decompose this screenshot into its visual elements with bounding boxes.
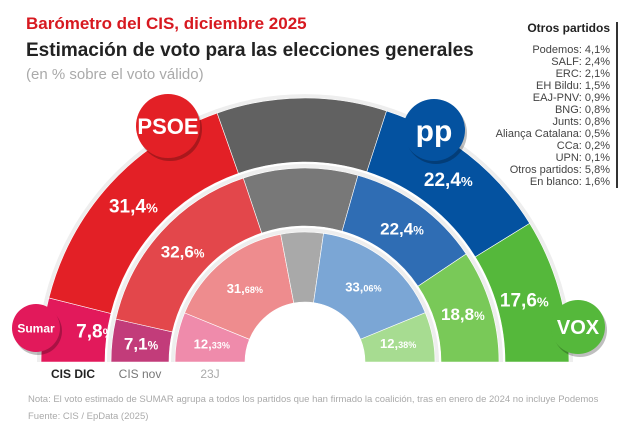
- segment-otros-0: [216, 97, 387, 174]
- unit-note: (en % sobre el voto válido): [26, 66, 204, 83]
- others-item: CCa: 0,2%: [556, 140, 610, 152]
- title: Barómetro del CIS, diciembre 2025: [26, 14, 307, 33]
- data-label: 7,1%: [124, 335, 159, 354]
- svg-text:Sumar: Sumar: [17, 321, 55, 335]
- data-label: 17,6%: [500, 290, 549, 311]
- svg-text:PSOE: PSOE: [137, 114, 198, 139]
- segment-vox-1: [417, 253, 500, 363]
- pp-logo: pp: [403, 99, 467, 164]
- others-item: BNG: 0,8%: [554, 104, 610, 116]
- others-item: EH Bildu: 1,5%: [536, 80, 610, 92]
- others-item: SALF: 2,4%: [551, 56, 610, 68]
- others-item: En blanco: 1,6%: [529, 176, 610, 188]
- data-label: 22,4%: [380, 219, 424, 238]
- svg-text:VOX: VOX: [557, 317, 600, 339]
- others-panel: Otros partidos Podemos: 4,1% SALF: 2,4% ER…: [496, 22, 618, 188]
- footer: Nota: El voto estimado de SUMAR agrupa a…: [28, 391, 598, 425]
- data-label: 12,38%: [380, 336, 416, 351]
- ring-label: CIS nov: [119, 367, 162, 381]
- vox-logo: VOX: [551, 300, 607, 357]
- others-item: Aliança Catalana: 0,5%: [495, 128, 610, 140]
- data-label: 12,33%: [194, 336, 230, 351]
- others-list: Podemos: 4,1% SALF: 2,4% ERC: 2,1% EH Bildu…: [496, 44, 610, 188]
- ring-label: 23J: [200, 367, 219, 381]
- psoe-logo: PSOE: [136, 94, 202, 161]
- others-item: EAJ-PNV: 0,9%: [532, 92, 610, 104]
- segment-vox-0: [474, 222, 570, 363]
- others-item: ERC: 2,1%: [555, 68, 610, 80]
- segment-vox-2: [360, 312, 436, 363]
- data-label: 31,4%: [109, 197, 158, 218]
- svg-text:pp: pp: [416, 115, 453, 148]
- subtitle: Estimación de voto para las elecciones g…: [26, 40, 474, 61]
- segment-pp-2: [313, 232, 426, 340]
- others-item: Otros partidos: 5,8%: [509, 164, 610, 176]
- sumar-logo: Sumar: [12, 304, 62, 355]
- data-label: 18,8%: [441, 305, 485, 324]
- data-label: 22,4%: [424, 170, 473, 191]
- data-label: 33,06%: [345, 280, 381, 295]
- segment-otros-1: [242, 167, 359, 234]
- footer-source: Fuente: CIS / EpData (2025): [28, 411, 149, 422]
- ring-label: CIS DIC: [51, 367, 95, 381]
- others-heading: Otros partidos: [527, 21, 610, 35]
- others-item: Podemos: 4,1%: [532, 44, 610, 56]
- data-label: 32,6%: [161, 242, 205, 261]
- footer-note: Nota: El voto estimado de SUMAR agrupa a…: [28, 394, 599, 405]
- data-label: 31,68%: [227, 281, 263, 296]
- others-item: Junts: 0,8%: [552, 116, 610, 128]
- others-item: UPN: 0,1%: [555, 152, 610, 164]
